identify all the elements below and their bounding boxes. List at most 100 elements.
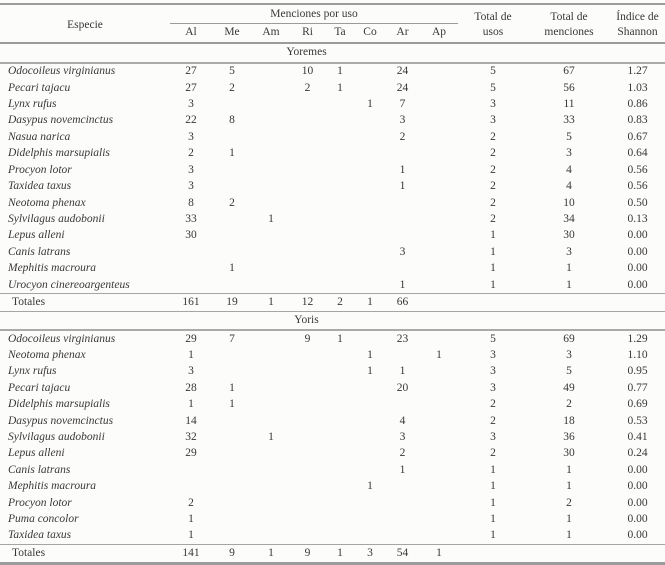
cell-total-usos: 3 <box>490 98 496 111</box>
cell-ap: 1 <box>436 348 442 361</box>
species-name: Mephitis macroura <box>8 480 97 493</box>
cell-al: 33 <box>185 212 197 225</box>
cell-ri <box>290 228 325 244</box>
cell-indice-shannon: 0.00 <box>627 513 648 526</box>
col-header-al: Al <box>185 26 197 39</box>
cell-ar: 2 <box>399 447 406 460</box>
table-row: Sylvilagus audobonii 33 1 2 34 0.13 <box>0 211 665 227</box>
cell-al: 3 <box>188 180 194 193</box>
cell-ap <box>420 146 458 162</box>
cell-me <box>212 446 252 462</box>
cell-ap <box>420 129 458 145</box>
cell-ar <box>385 228 420 244</box>
cell-ap <box>420 244 458 260</box>
cell-me <box>212 129 252 145</box>
cell-ap: 1 <box>420 544 459 564</box>
cell-ar: 23 <box>396 332 409 345</box>
cell-ta <box>325 397 355 413</box>
cell-co <box>355 129 385 145</box>
species-name: Didelphis marsupialis <box>8 147 110 160</box>
cell-total-menciones: 3 <box>566 348 572 361</box>
table-row: Taxidea taxus 1 1 1 0.00 <box>0 528 665 545</box>
cell-al: 29 <box>185 447 197 460</box>
cell-total-usos: 3 <box>490 365 496 378</box>
cell-total-menciones: 2 <box>566 496 572 509</box>
cell-ar: 1 <box>399 180 406 193</box>
cell-ta <box>325 244 355 260</box>
cell-ap <box>420 330 458 347</box>
table-row: Pecari tajacu 28 1 20 3 49 0.77 <box>0 380 665 396</box>
header-row-2: Al Me Am Ri Ta Co Ar Ap <box>0 24 665 44</box>
cell-co <box>355 511 385 527</box>
cell-al: 141 <box>170 544 212 564</box>
col-header-ri: Ri <box>302 26 313 39</box>
cell-me: 1 <box>229 381 235 394</box>
cell-total-menciones: 1 <box>566 278 572 291</box>
cell-co <box>355 277 385 294</box>
cell-co <box>355 413 385 429</box>
table-row: Procyon lotor 2 1 2 0.00 <box>0 495 665 511</box>
cell-al: 27 <box>185 81 197 94</box>
cell-am <box>252 162 290 178</box>
cell-co <box>355 80 385 96</box>
cell-total-menciones: 3 <box>566 147 572 160</box>
cell-ri <box>290 495 325 511</box>
cell-me <box>212 413 252 429</box>
cell-am <box>252 96 290 112</box>
cell-me <box>212 277 252 294</box>
cell-indice-shannon: 1.27 <box>627 65 648 78</box>
cell-co <box>355 528 385 545</box>
cell-am <box>252 347 290 363</box>
cell-indice-shannon: 0.00 <box>627 245 648 258</box>
species-name: Pecari tajacu <box>8 81 71 94</box>
cell-am <box>252 446 290 462</box>
cell-indice-shannon: 0.00 <box>627 262 648 275</box>
cell-am: 1 <box>268 431 274 443</box>
species-name: Dasypus novemcinctus <box>8 414 114 427</box>
cell-indice-shannon <box>610 544 665 564</box>
table-row: Urocyon cinereoargenteus 1 1 1 0.00 <box>0 277 665 294</box>
cell-ta <box>325 129 355 145</box>
cell-ar <box>385 347 420 363</box>
cell-al <box>170 244 212 260</box>
cell-indice-shannon: 0.64 <box>627 147 648 160</box>
cell-ri <box>290 146 325 162</box>
cell-indice-shannon: 0.95 <box>627 365 648 378</box>
species-name: Taxidea taxus <box>8 180 72 193</box>
species-name: Didelphis marsupialis <box>8 398 110 411</box>
cell-ap <box>420 162 458 178</box>
cell-me <box>212 511 252 527</box>
cell-me <box>212 364 252 380</box>
cell-ar: 24 <box>396 81 409 94</box>
cell-ri <box>290 462 325 478</box>
table-row: Procyon lotor 3 1 2 4 0.56 <box>0 162 665 178</box>
cell-ap <box>420 511 458 527</box>
cell-total-menciones: 3 <box>566 245 572 258</box>
cell-am <box>252 413 290 429</box>
cell-ri: 9 <box>290 544 325 564</box>
cell-am: 1 <box>252 544 290 564</box>
table-row: Lynx rufus 3 1 1 3 5 0.95 <box>0 364 665 380</box>
cell-ta <box>325 462 355 478</box>
cell-indice-shannon: 0.00 <box>627 529 648 542</box>
cell-ta <box>325 195 355 211</box>
cell-co <box>355 195 385 211</box>
cell-am <box>252 146 290 162</box>
table-row: Lynx rufus 3 1 7 3 11 0.86 <box>0 96 665 112</box>
table-row: Dasypus novemcinctus 22 8 3 3 33 0.83 <box>0 113 665 129</box>
cell-al: 1 <box>188 529 194 542</box>
cell-indice-shannon: 0.00 <box>627 229 648 242</box>
cell-total-menciones: 33 <box>563 114 575 127</box>
table-row: Neotoma phenax 8 2 2 10 0.50 <box>0 195 665 211</box>
cell-co: 1 <box>367 98 373 111</box>
cell-ri <box>290 446 325 462</box>
col-header-ap: Ap <box>431 26 447 39</box>
cell-ar: 66 <box>385 293 420 312</box>
cell-al: 28 <box>185 381 197 394</box>
cell-indice-shannon: 0.00 <box>627 463 648 476</box>
col-header-ar: Ar <box>396 26 409 39</box>
cell-ri: 9 <box>304 332 311 345</box>
cell-ri <box>290 162 325 178</box>
cell-ap <box>420 228 458 244</box>
